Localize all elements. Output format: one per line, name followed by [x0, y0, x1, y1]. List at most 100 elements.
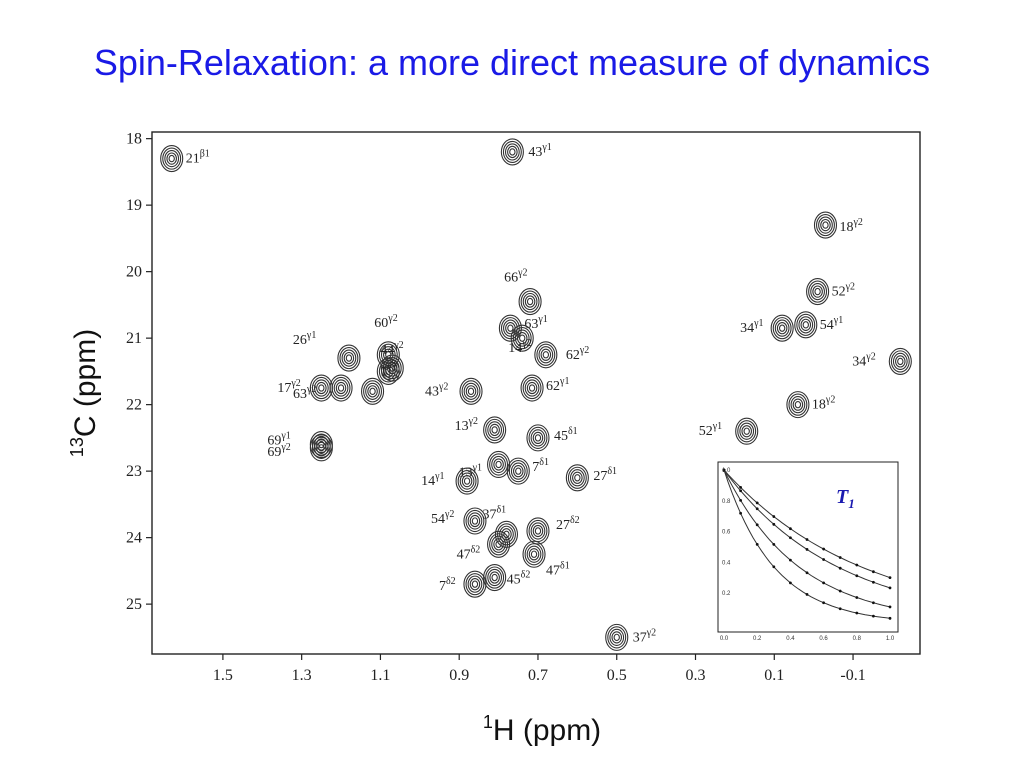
- peak-label: 1γ2: [380, 361, 396, 379]
- inset-x-tick-label: 1.0: [886, 636, 895, 642]
- decay-point: [872, 580, 875, 584]
- inset-y-tick-label: 0.6: [722, 530, 731, 536]
- decay-point: [805, 571, 809, 575]
- decay-point: [855, 563, 859, 567]
- decay-point: [888, 576, 892, 580]
- contour-line: [369, 387, 376, 396]
- peak-label-number: 43: [425, 384, 439, 399]
- contour-line: [778, 324, 786, 332]
- x-tick-label: 0.5: [607, 667, 627, 684]
- decay-point: [755, 507, 759, 511]
- inset-x-tick-label: 0.2: [753, 636, 762, 642]
- inset-x-tick-label: 0.4: [786, 636, 795, 642]
- contour-line: [311, 376, 331, 400]
- inset-y-tick-label: 0.2: [722, 591, 731, 597]
- peak-label-number: 52: [832, 285, 846, 300]
- peak-label: 43γ2: [425, 381, 448, 399]
- peak-label-sup: γ2: [386, 361, 396, 372]
- contour-line: [802, 321, 809, 329]
- decay-point: [772, 515, 776, 518]
- peak-label-number: 37: [633, 630, 647, 645]
- decay-point: [789, 527, 792, 531]
- contour-line: [505, 322, 516, 335]
- contour-line: [567, 466, 587, 489]
- contour-line: [515, 467, 522, 475]
- peak-contour: [526, 424, 550, 452]
- contour-line: [467, 387, 475, 396]
- contour-line: [343, 351, 355, 365]
- contour-line: [512, 327, 532, 350]
- peak-contour: [309, 434, 333, 462]
- decay-point: [772, 543, 776, 546]
- decay-point: [772, 565, 776, 569]
- peak-label-number: 14: [421, 474, 435, 489]
- peak-label-sup: γ1: [472, 462, 482, 473]
- peak-contour: [786, 391, 810, 419]
- decay-point: [739, 511, 742, 515]
- contour-line: [510, 462, 526, 480]
- contour-line: [489, 533, 509, 556]
- contour-line: [524, 379, 540, 397]
- decay-point: [822, 581, 825, 585]
- contour-line: [491, 426, 498, 434]
- contour-line: [530, 522, 546, 540]
- contour-line: [487, 450, 511, 479]
- decay-point: [739, 499, 742, 502]
- y-axis-title: 13C (ppm): [67, 329, 102, 457]
- contour-line: [168, 154, 175, 163]
- contour-line: [489, 571, 500, 584]
- peak-label: 13γ2: [455, 416, 478, 434]
- peak-contour: [483, 416, 507, 444]
- contour-line: [493, 538, 504, 551]
- contour-line: [316, 381, 327, 395]
- peak-label-sup: δ2: [446, 576, 456, 587]
- peak-contour: [361, 377, 385, 405]
- x-axis-title-text: H (ppm): [493, 714, 601, 747]
- contour-line: [796, 313, 816, 336]
- peak-label-sup: γ2: [306, 384, 316, 395]
- contour-line: [489, 423, 500, 437]
- peak-contour: [376, 357, 400, 385]
- peak-label: 47δ1: [546, 560, 570, 578]
- x-tick-label: -0.1: [840, 667, 865, 684]
- contour-line: [309, 374, 333, 402]
- inset-ticks: 0.0 0.2 0.4 0.6 0.8 1.0 0.2 0.4 0.6 0.8 1.0: [720, 468, 895, 642]
- decay-point: [805, 593, 809, 596]
- peak-label: 21β1: [186, 149, 210, 167]
- contour-line: [818, 216, 833, 234]
- contour-line: [542, 351, 550, 359]
- contour-line: [792, 398, 804, 411]
- peak-label-number: 45: [554, 429, 568, 444]
- peak-label-sup: γ1: [434, 471, 444, 482]
- contour-line: [526, 517, 550, 545]
- peak-label-number: 44: [380, 343, 394, 358]
- contour-line: [455, 467, 479, 495]
- decay-point: [872, 570, 875, 574]
- contour-line: [572, 471, 583, 484]
- t1-label-sub: 1: [848, 496, 855, 511]
- contour-line: [508, 460, 528, 483]
- contour-line: [487, 568, 503, 587]
- peak-contour: [522, 540, 546, 568]
- contour-line: [309, 434, 333, 462]
- contour-line: [888, 347, 912, 375]
- contour-line: [820, 218, 831, 232]
- contour-line: [367, 385, 378, 398]
- peak-label-sup: β1: [200, 149, 210, 160]
- peak-label: 66γ2: [504, 268, 527, 286]
- y-tick-label: 18: [126, 131, 142, 148]
- contour-line: [528, 548, 540, 561]
- peak-label: 63γ1: [524, 314, 547, 332]
- peak-label-sup: γ2: [468, 416, 478, 427]
- contour-line: [459, 472, 475, 490]
- peak-label: 62γ2: [566, 345, 589, 363]
- peak-label-sup: γ1: [541, 142, 551, 153]
- peak-label: 44γ2: [380, 340, 403, 358]
- peak-label-sup: γ2: [825, 395, 835, 406]
- slide-title: Spin-Relaxation: a more direct measure o…: [93, 42, 931, 83]
- inset-curves: [722, 468, 892, 620]
- contour-line: [892, 352, 908, 371]
- peak-contour: [888, 347, 912, 375]
- peak-label-number: 54: [431, 512, 445, 527]
